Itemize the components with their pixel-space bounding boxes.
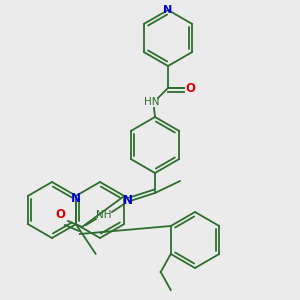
Text: HN: HN xyxy=(144,97,160,107)
Text: O: O xyxy=(185,82,195,94)
Text: N: N xyxy=(123,194,133,208)
Text: O: O xyxy=(55,208,65,221)
Text: N: N xyxy=(71,191,81,205)
Text: NH: NH xyxy=(96,210,112,220)
Text: N: N xyxy=(164,5,172,15)
